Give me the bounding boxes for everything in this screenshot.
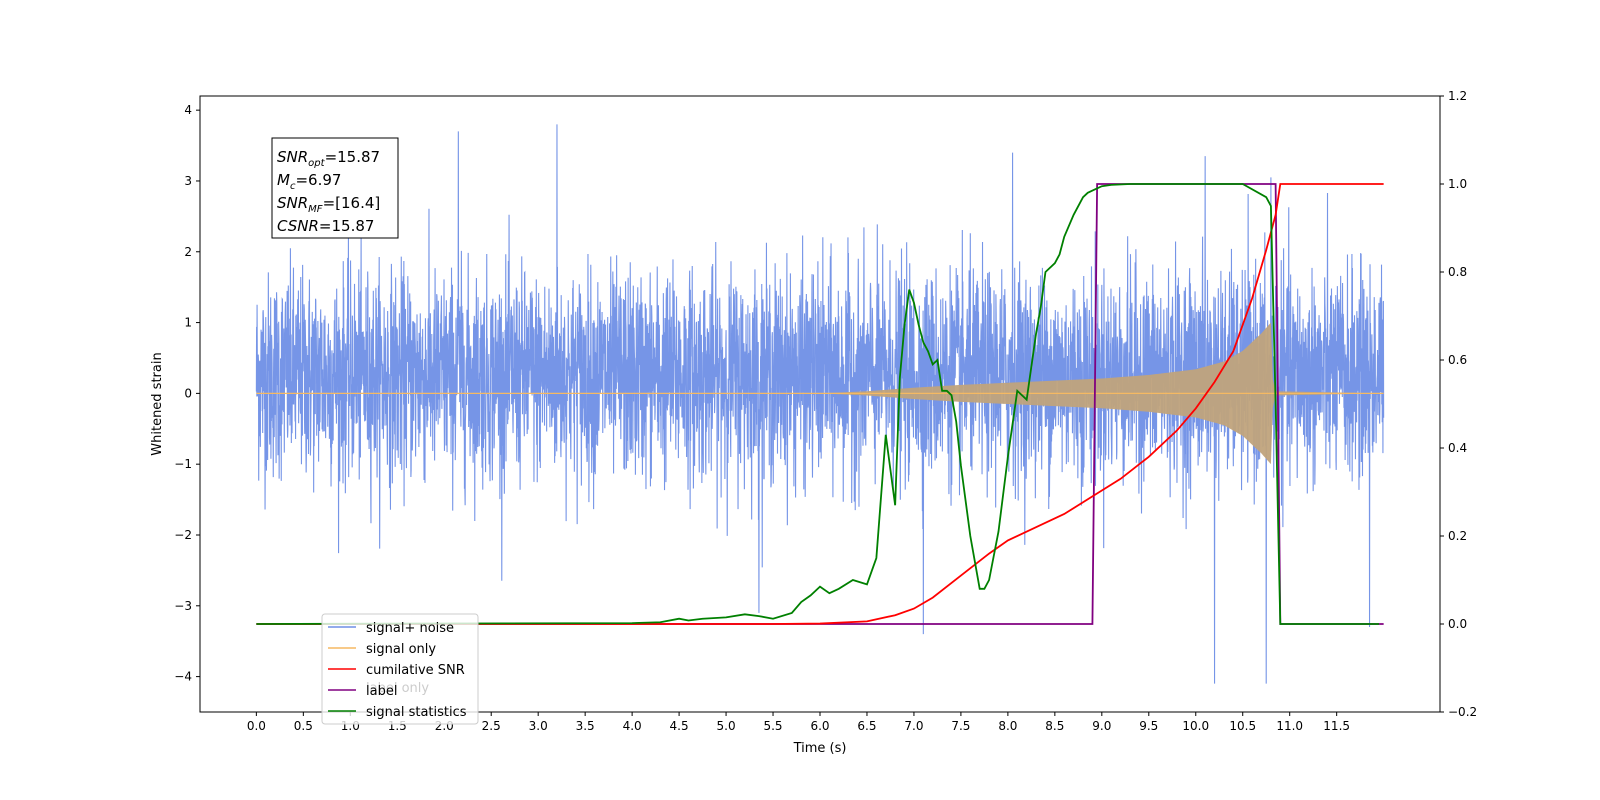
- noise-series: [255, 124, 1385, 684]
- y-tick-label: −1: [174, 457, 192, 471]
- y2-tick-label: 1.0: [1448, 177, 1467, 191]
- x-tick-label: 9.5: [1139, 719, 1158, 733]
- legend-label: signal only: [366, 642, 436, 657]
- legend-label: signal+ noise: [366, 621, 454, 636]
- x-tick-label: 7.0: [904, 719, 923, 733]
- y2-tick-label: 0.0: [1448, 617, 1467, 631]
- signal-plus-noise-line: [255, 124, 1385, 684]
- y-tick-label: 0: [184, 386, 192, 400]
- y2-tick-label: −0.2: [1448, 705, 1477, 719]
- legend-hidden-label: label only: [366, 681, 429, 696]
- x-tick-label: 3.0: [529, 719, 548, 733]
- x-tick-label: 6.5: [857, 719, 876, 733]
- y-axis-ticks: 4 3 2 1 0 −1 −2 −3 −4: [174, 103, 200, 684]
- x-tick-label: 5.0: [717, 719, 736, 733]
- annotation-line: SNRMF=[16.4]: [277, 194, 380, 215]
- signal-statistics-line: [256, 183, 1379, 625]
- cumilative-snr-line: [256, 183, 1384, 625]
- x-tick-label: 0.5: [294, 719, 313, 733]
- x-axis-label: Time (s): [793, 741, 847, 756]
- y-tick-label: −4: [174, 670, 192, 684]
- x-tick-label: 6.0: [810, 719, 829, 733]
- annotation-line: SNRopt=15.87: [277, 148, 380, 169]
- x-tick-label: 3.5: [576, 719, 595, 733]
- y-tick-label: 2: [184, 245, 192, 259]
- x-tick-label: 10.5: [1229, 719, 1256, 733]
- legend-label: signal statistics: [366, 705, 467, 720]
- signal-only-series: [256, 322, 1384, 465]
- y2-tick-label: 1.2: [1448, 89, 1467, 103]
- x-axis-ticks: 0.0 0.5 1.0 1.5 2.0 2.5 3.0 3.5 4.0 4.5 5.0 5.5 6.0 6…: [247, 712, 1350, 733]
- legend-label: cumilative SNR: [366, 663, 465, 678]
- x-tick-label: 4.0: [623, 719, 642, 733]
- x-tick-label: 9.0: [1092, 719, 1111, 733]
- y2-axis-ticks: 1.2 1.0 0.8 0.6 0.4 0.2 0.0 −0.2: [1440, 89, 1477, 719]
- legend-label: label: [366, 684, 397, 699]
- x-tick-label: 0.0: [247, 719, 266, 733]
- x-tick-label: 8.0: [998, 719, 1017, 733]
- y-tick-label: −2: [174, 528, 192, 542]
- y2-tick-label: 0.6: [1448, 353, 1467, 367]
- x-tick-label: 8.5: [1045, 719, 1064, 733]
- annotation-line: CSNR=15.87: [277, 217, 374, 235]
- annotation-line: Mc=6.97: [277, 171, 341, 192]
- y-tick-label: 4: [184, 103, 192, 117]
- x-tick-label: 4.5: [670, 719, 689, 733]
- x-tick-label: 11.0: [1276, 719, 1303, 733]
- y-tick-label: −3: [174, 599, 192, 613]
- y2-tick-label: 0.2: [1448, 529, 1467, 543]
- legend-frame: [321, 613, 479, 725]
- y-axis-label: Whitened strain: [150, 352, 165, 455]
- y-tick-label: 1: [184, 316, 192, 330]
- x-tick-label: 7.5: [951, 719, 970, 733]
- legend: label only signal+ noise signal only cumila…: [321, 613, 479, 725]
- y2-tick-label: 0.8: [1448, 265, 1467, 279]
- x-tick-label: 5.5: [763, 719, 782, 733]
- annotation-frame: [271, 137, 399, 239]
- x-tick-label: 2.5: [482, 719, 501, 733]
- x-tick-label: 11.5: [1323, 719, 1350, 733]
- x-tick-label: 10.0: [1182, 719, 1209, 733]
- y-tick-label: 3: [184, 174, 192, 188]
- y2-tick-label: 0.4: [1448, 441, 1467, 455]
- right-axis-series: [256, 183, 1384, 625]
